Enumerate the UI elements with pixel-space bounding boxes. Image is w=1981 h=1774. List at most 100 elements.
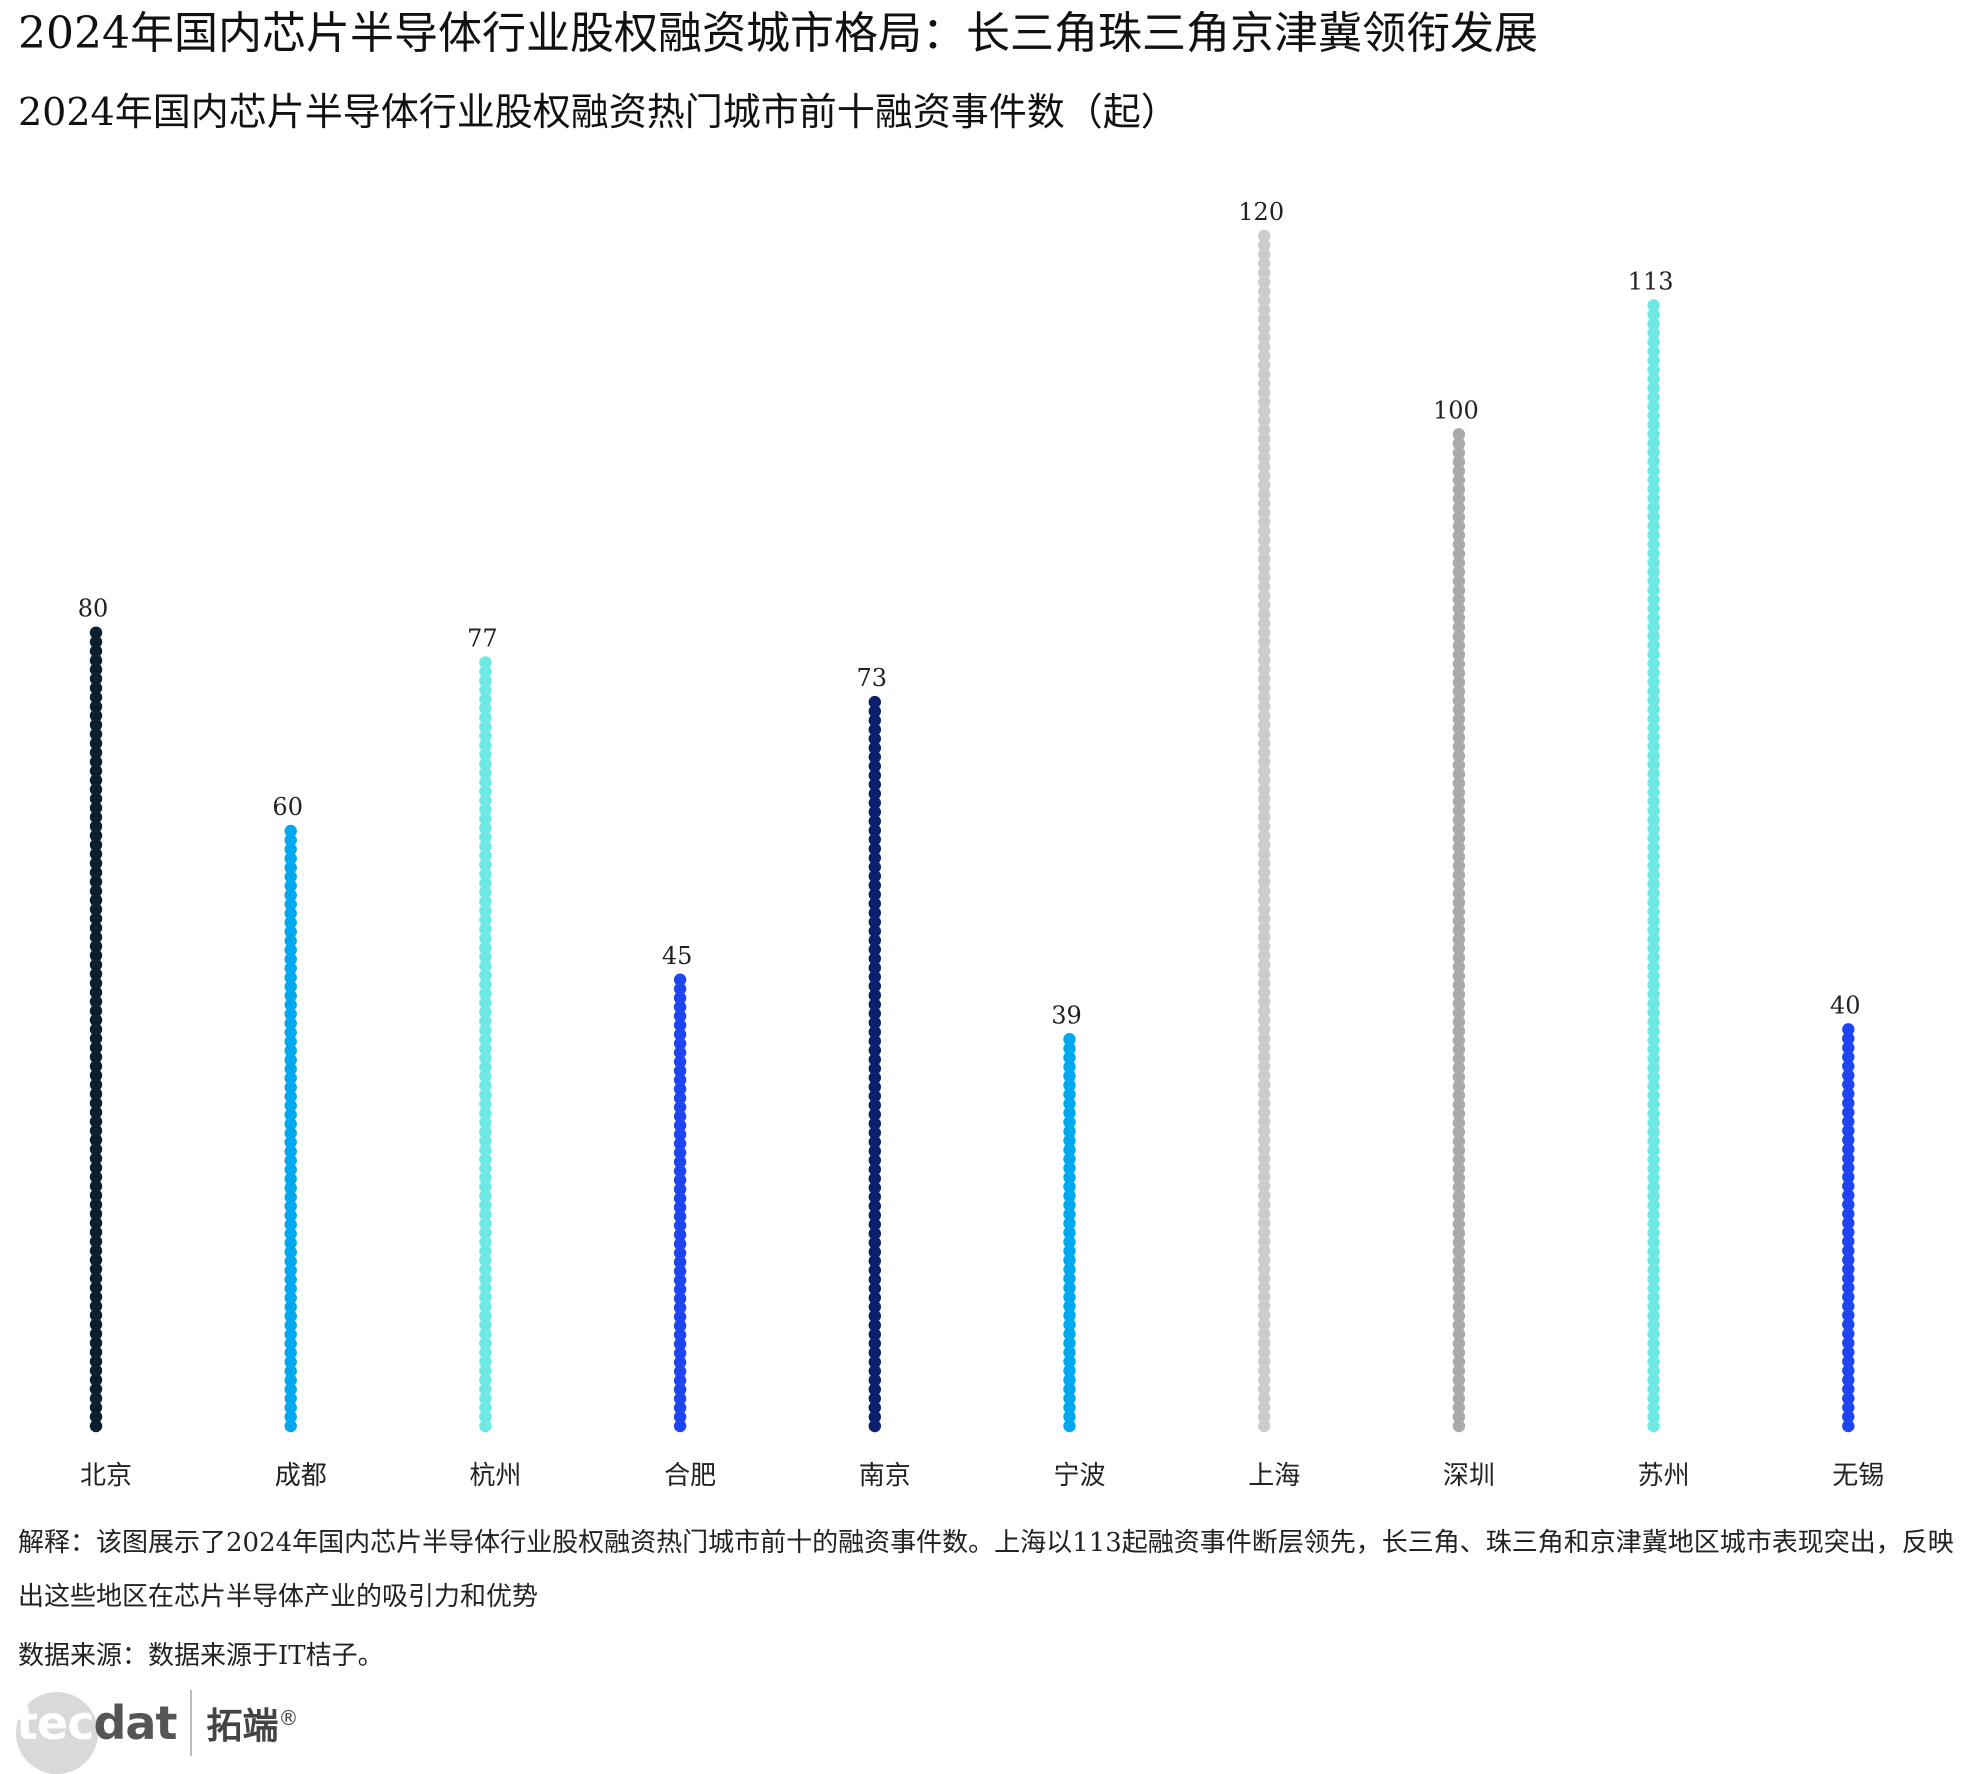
- bar-dot: [673, 1201, 687, 1214]
- bar-dot: [1452, 1254, 1466, 1267]
- bar-dot: [868, 1245, 881, 1259]
- bar-dot: [1258, 838, 1271, 852]
- bar-dot: [1452, 556, 1466, 570]
- bar-dot: [479, 1079, 492, 1092]
- bar-dot: [1452, 1236, 1466, 1249]
- x-tick-label: 深圳: [1443, 1461, 1495, 1491]
- bar-dot: [284, 1383, 297, 1396]
- bar-dot: [89, 691, 103, 704]
- bar-dot: [1842, 1318, 1855, 1331]
- bar-dot: [1647, 363, 1660, 376]
- bar-dot: [1647, 1144, 1660, 1157]
- bar-dot: [1647, 1015, 1660, 1029]
- bar-dot: [479, 969, 492, 982]
- bar-dot: [1258, 1179, 1271, 1193]
- bar-dot: [1647, 492, 1660, 505]
- bar-成都: [284, 824, 297, 1433]
- bar-dot: [1258, 451, 1271, 464]
- bar-dot: [89, 672, 103, 685]
- bar-dot: [1842, 1299, 1855, 1313]
- bar-dot: [1452, 1153, 1466, 1166]
- bar-dot: [284, 1401, 297, 1414]
- bar-dot: [1258, 1346, 1271, 1359]
- bar-dot: [1452, 777, 1466, 790]
- bar-dot: [89, 949, 103, 962]
- bar-dot: [1258, 386, 1271, 400]
- bar-dot: [1258, 903, 1271, 916]
- bar-dot: [1647, 914, 1660, 928]
- x-tick-label: 合肥: [664, 1461, 716, 1491]
- bar-dot: [1647, 1135, 1660, 1148]
- bar-dot: [479, 720, 492, 734]
- bar-dot: [1452, 1226, 1466, 1240]
- lollipop-chart: 80 北京 60 成都 77 杭州 45 合肥 73 南京 39 宁波 120 上海 100 深圳 113 苏州 4…: [78, 198, 1885, 1491]
- bar-上海: [1258, 229, 1271, 1433]
- bar-dot: [1842, 1336, 1855, 1350]
- bar-dot: [1647, 850, 1660, 863]
- bar-dot: [1063, 1106, 1076, 1120]
- bar-dot: [284, 1090, 297, 1103]
- bar-dot: [1452, 850, 1466, 863]
- bar-dot: [89, 626, 103, 639]
- bar-dot: [1258, 478, 1271, 492]
- bar-dot: [1842, 1309, 1855, 1322]
- bar-dot: [673, 1219, 687, 1232]
- bar-dot: [1842, 1364, 1855, 1377]
- bar-dot: [1258, 534, 1271, 547]
- bar-dot: [868, 1355, 881, 1369]
- bar-dot: [1063, 1161, 1076, 1175]
- bar-dot: [1452, 997, 1466, 1010]
- bar-dot: [1647, 1236, 1660, 1249]
- bar-dot: [1842, 1262, 1855, 1276]
- bar-dot: [1842, 1382, 1855, 1396]
- bar-dot: [1258, 608, 1271, 621]
- bar-dot: [673, 1173, 687, 1187]
- bar-dot: [284, 998, 297, 1012]
- bar-dot: [1452, 648, 1466, 661]
- bar-dot: [1258, 340, 1271, 353]
- bar-dot: [89, 1115, 103, 1128]
- bar-dot: [1258, 1032, 1271, 1045]
- bar-dot: [1842, 1410, 1855, 1423]
- bar-dot: [1258, 1419, 1271, 1433]
- bar-dot: [868, 906, 881, 920]
- bar-dot: [89, 755, 103, 769]
- bar-dot: [673, 1392, 687, 1405]
- bar-dot: [1063, 1300, 1076, 1313]
- bar-dot: [1258, 561, 1271, 575]
- bar-dot: [1063, 1226, 1076, 1239]
- bar-dot: [1647, 620, 1660, 634]
- bar-dot: [284, 833, 297, 847]
- bar-dot: [89, 727, 103, 741]
- bar-dot: [1258, 977, 1271, 990]
- bar-dot: [1452, 1181, 1466, 1194]
- bar-dot: [1258, 1290, 1271, 1304]
- bar-dot: [1647, 684, 1660, 698]
- bar-dot: [1258, 810, 1271, 824]
- bar-dot: [1452, 1043, 1466, 1056]
- bar-dot: [1063, 1254, 1076, 1267]
- bar-dot: [868, 1291, 881, 1304]
- bar-dot: [1647, 381, 1660, 395]
- bar-dot: [284, 1172, 297, 1186]
- bar-dot: [1647, 602, 1660, 615]
- bar-dot: [673, 1073, 687, 1087]
- bar-dot: [1258, 737, 1271, 750]
- bar-dot: [1452, 1346, 1466, 1359]
- bar-dot: [1647, 887, 1660, 900]
- bar-dot: [479, 702, 492, 715]
- bar-dot: [479, 1235, 492, 1249]
- bar-dot: [1647, 786, 1660, 799]
- bar-dot: [1647, 1373, 1660, 1387]
- bar-dot: [479, 794, 492, 807]
- bar-dot: [479, 959, 492, 973]
- bar-dot: [1452, 1208, 1466, 1222]
- bar-dot: [1647, 1034, 1660, 1047]
- bar-dot: [1063, 1033, 1076, 1046]
- bar-dot: [1452, 1052, 1466, 1065]
- bar-dot: [479, 803, 492, 816]
- bar-dot: [1258, 1355, 1271, 1368]
- bar-dot: [673, 1101, 687, 1114]
- bar-dot: [479, 1263, 492, 1276]
- bar-dot: [868, 979, 881, 993]
